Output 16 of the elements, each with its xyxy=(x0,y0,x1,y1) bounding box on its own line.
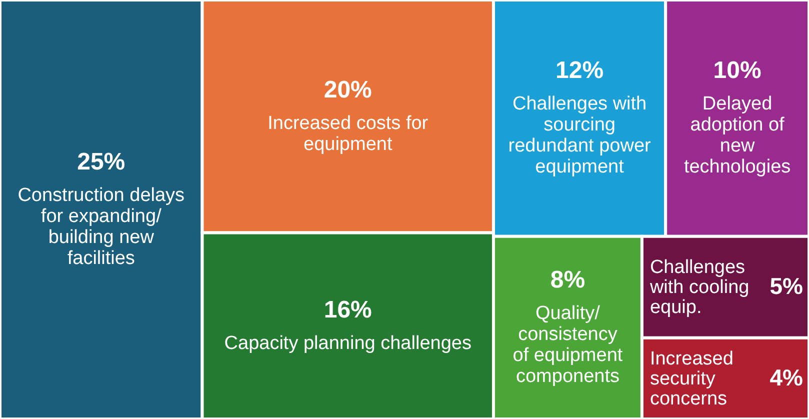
category-label: Construction delays for expanding/ building new facilities xyxy=(18,185,185,269)
category-label: Capacity planning challenges xyxy=(224,332,472,354)
data-label: 5% xyxy=(770,273,803,300)
category-label: Challenges with cooling equip. xyxy=(648,257,750,318)
category-label: Challenges with sourcing redundant power equipment xyxy=(508,94,652,178)
data-label: 16% xyxy=(324,296,372,324)
category-label: Quality/ consistency of equipment components xyxy=(512,303,624,388)
data-label: 8% xyxy=(550,266,586,294)
category-label: Increased security concerns xyxy=(650,348,734,410)
data-label: 4% xyxy=(770,364,803,390)
category-label: Increased costs for equipment xyxy=(268,112,429,155)
category-label: Delayed adoption of new technologies xyxy=(684,94,791,178)
data-label: 10% xyxy=(713,57,762,84)
data-label: 25% xyxy=(77,148,126,176)
data-label: 12% xyxy=(556,57,604,84)
data-label: 20% xyxy=(324,76,372,104)
